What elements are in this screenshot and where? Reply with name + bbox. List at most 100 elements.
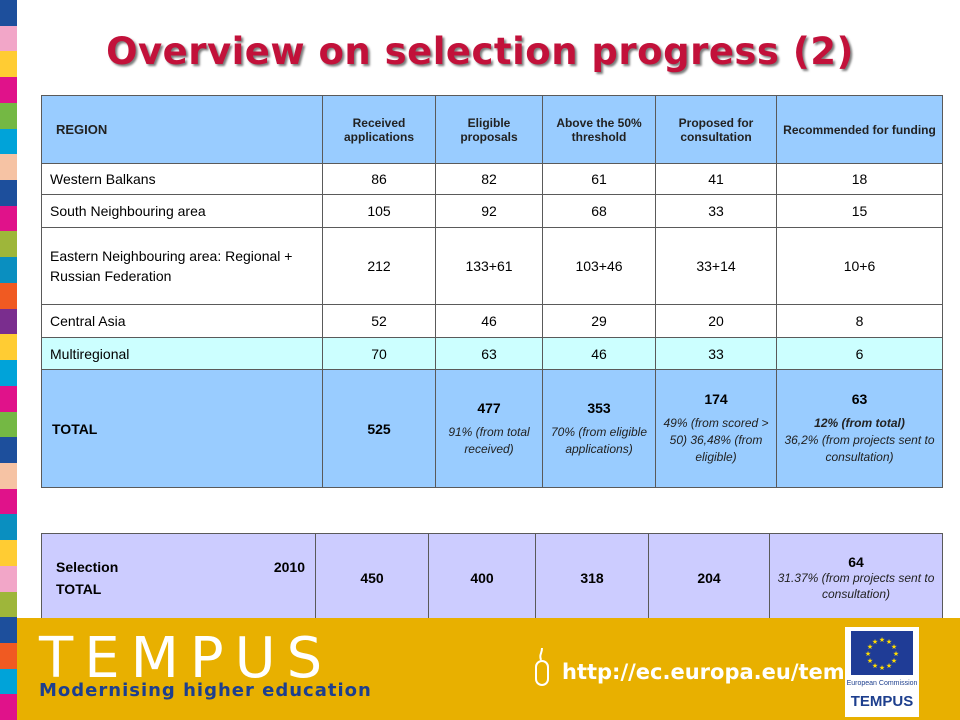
stripe-segment [0, 617, 17, 643]
svg-text:★: ★ [872, 638, 878, 646]
row-received: 105 [322, 194, 436, 228]
website-link[interactable]: http://ec.europa.eu/tempus [562, 660, 888, 684]
total-row: TOTAL 525 477 91% (from total received) … [41, 369, 943, 488]
selection-table: REGION Received applications Eligible pr… [41, 95, 943, 488]
total-proposed-note: 49% (from scored > 50) 36,48% (from elig… [663, 416, 769, 464]
table-row: Central Asia 52 46 29 20 8 [41, 304, 943, 338]
stripe-segment [0, 205, 17, 232]
row-region: Western Balkans [41, 163, 323, 195]
row-recommended: 15 [776, 194, 943, 228]
total-recommended: 63 [851, 391, 868, 407]
svg-text:★: ★ [893, 650, 899, 658]
stripe-segment [0, 77, 17, 103]
svg-text:★: ★ [891, 657, 897, 665]
svg-text:★: ★ [879, 664, 885, 672]
row-proposed: 20 [655, 304, 777, 338]
header-above-threshold: Above the 50% threshold [542, 95, 656, 164]
stripe-segment [0, 334, 17, 361]
stripe-segment [0, 102, 17, 129]
total-recommended-note2: 36,2% (from projects sent to consultatio… [784, 433, 935, 464]
svg-text:★: ★ [879, 636, 885, 644]
row-region: South Neighbouring area [41, 194, 323, 228]
svg-text:★: ★ [867, 657, 873, 665]
selection-recommended-note: 31.37% (from projects sent to consultati… [777, 571, 935, 601]
stripe-segment [0, 360, 17, 386]
row-region: Central Asia [41, 304, 323, 338]
stripe-segment [0, 437, 17, 463]
svg-text:★: ★ [872, 662, 878, 670]
row-recommended: 8 [776, 304, 943, 338]
row-above: 61 [542, 163, 656, 195]
row-received: 86 [322, 163, 436, 195]
total-eligible-note: 91% (from total received) [448, 424, 530, 456]
row-recommended: 6 [776, 337, 943, 370]
row-received: 70 [322, 337, 436, 370]
stripe-segment [0, 540, 17, 566]
stripe-segment [0, 231, 17, 258]
eu-label: European Commission [846, 680, 918, 687]
selection-eligible: 400 [428, 533, 536, 623]
selection-recommended: 64 [848, 554, 864, 570]
eu-stars-icon: ★ ★★ ★★★ ★★★ ★★★ [865, 636, 899, 672]
selection-proposed: 204 [648, 533, 770, 623]
total-eligible-cell: 477 91% (from total received) [435, 369, 543, 488]
total-eligible: 477 [477, 399, 501, 416]
page-title: Overview on selection progress (2) [106, 30, 854, 73]
header-eligible: Eligible proposals [435, 95, 543, 164]
header-region: REGION [41, 95, 323, 164]
stripe-segment [0, 0, 17, 26]
row-received: 212 [322, 227, 436, 305]
table-row: Eastern Neighbouring area: Regional + Ru… [41, 227, 943, 305]
stripe-segment [0, 591, 17, 618]
selection-2010-row: Selection 2010 TOTAL 450 400 318 204 64 … [41, 533, 943, 623]
selection-label: Selection [56, 559, 119, 575]
stripe-segment [0, 385, 17, 412]
eu-program-label: TEMPUS [850, 693, 914, 710]
header-proposed: Proposed for consultation [655, 95, 777, 164]
row-proposed: 33 [655, 194, 777, 228]
stripe-segment [0, 128, 17, 155]
row-above: 46 [542, 337, 656, 370]
row-region: Eastern Neighbouring area: Regional + Ru… [41, 227, 323, 305]
selection-total-label: TOTAL [56, 581, 102, 597]
row-eligible: 82 [435, 163, 543, 195]
stripe-segment [0, 488, 17, 515]
mouse-icon [535, 648, 549, 686]
tagline: Modernising higher education [39, 680, 372, 701]
stripe-segment [0, 462, 17, 489]
row-proposed: 33 [655, 337, 777, 370]
row-recommended: 10+6 [776, 227, 943, 305]
total-received: 525 [322, 369, 436, 488]
stripe-segment [0, 282, 17, 309]
stripe-segment [0, 25, 17, 52]
svg-text:★: ★ [891, 643, 897, 651]
svg-text:★: ★ [886, 662, 892, 670]
stripe-segment [0, 411, 17, 438]
header-recommended: Recommended for funding [776, 95, 943, 164]
total-recommended-note1: 12% (from total) [814, 416, 905, 430]
total-proposed-cell: 174 49% (from scored > 50) 36,48% (from … [655, 369, 777, 488]
stripe-segment [0, 308, 17, 335]
row-eligible: 133+61 [435, 227, 543, 305]
stripe-segment [0, 668, 17, 695]
row-received: 52 [322, 304, 436, 338]
stripe-segment [0, 565, 17, 592]
stripe-segment [0, 257, 17, 283]
selection-2010-table: Selection 2010 TOTAL 450 400 318 204 64 … [41, 533, 943, 623]
row-recommended: 18 [776, 163, 943, 195]
stripe-segment [0, 180, 17, 206]
eu-emblem: ★ ★ ★ ★ ★ ★ ★ ★ ★ ★ ★ ★ European Commission TEMP… [845, 627, 919, 717]
row-above: 29 [542, 304, 656, 338]
selection-year: 2010 [273, 559, 305, 575]
total-above-cell: 353 70% (from eligible applications) [542, 369, 656, 488]
table-row: Multiregional 70 63 46 33 6 [41, 337, 943, 370]
svg-text:★: ★ [886, 638, 892, 646]
row-eligible: 92 [435, 194, 543, 228]
row-eligible: 63 [435, 337, 543, 370]
row-region: Multiregional [41, 337, 323, 370]
row-above: 68 [542, 194, 656, 228]
row-proposed: 33+14 [655, 227, 777, 305]
stripe-segment [0, 694, 17, 720]
footer-banner: TEMPUS Modernising higher education http… [17, 618, 960, 720]
svg-text:★: ★ [865, 650, 871, 658]
